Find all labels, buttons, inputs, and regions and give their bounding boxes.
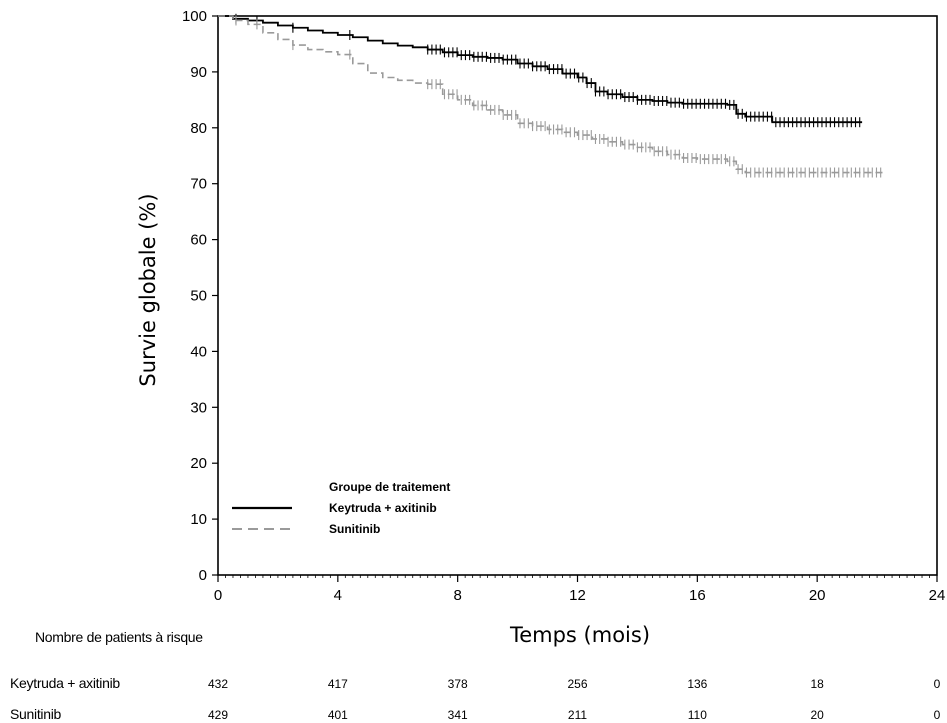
legend-label-keytruda: Keytruda + axitinib bbox=[329, 501, 437, 515]
x-axis: 0 4 8 12 16 20 24 bbox=[214, 575, 946, 604]
risk-value: 20 bbox=[810, 708, 824, 722]
y-tick-label: 30 bbox=[190, 399, 207, 416]
y-tick-label: 80 bbox=[190, 120, 207, 137]
y-tick-label: 0 bbox=[199, 567, 207, 584]
y-tick-label: 90 bbox=[190, 64, 207, 81]
risk-row-label-keytruda: Keytruda + axitinib bbox=[10, 675, 120, 691]
risk-value: 211 bbox=[568, 708, 587, 722]
x-axis-title: Temps (mois) bbox=[509, 623, 650, 647]
y-tick-label: 100 bbox=[182, 8, 207, 25]
series-line-keytruda bbox=[218, 15, 863, 124]
plot-frame bbox=[217, 15, 938, 576]
risk-value: 110 bbox=[688, 708, 707, 722]
legend-title: Groupe de traitement bbox=[329, 480, 450, 494]
risk-value: 378 bbox=[448, 677, 468, 691]
risk-value: 0 bbox=[934, 677, 941, 691]
series-line-sunitinib bbox=[218, 15, 884, 174]
risk-value: 432 bbox=[208, 677, 228, 691]
x-tick-label: 12 bbox=[569, 587, 586, 604]
x-tick-label: 16 bbox=[689, 587, 706, 604]
risk-value: 0 bbox=[934, 708, 941, 722]
y-tick-label: 40 bbox=[190, 343, 207, 360]
y-axis: 0 10 20 30 40 50 60 70 80 90 100 bbox=[182, 8, 218, 584]
risk-value: 341 bbox=[448, 708, 468, 722]
risk-table: Nombre de patients à risque Keytruda + a… bbox=[10, 629, 941, 722]
plot-area bbox=[217, 15, 938, 576]
y-tick-label: 60 bbox=[190, 232, 207, 249]
risk-value: 429 bbox=[208, 708, 228, 722]
risk-row-label-sunitinib: Sunitinib bbox=[10, 706, 62, 722]
y-tick-label: 50 bbox=[190, 288, 207, 305]
censor-marks-sunitinib bbox=[235, 15, 882, 178]
x-tick-label: 24 bbox=[929, 587, 946, 604]
legend: Groupe de traitement Keytruda + axitinib… bbox=[232, 480, 450, 536]
series-layer bbox=[218, 13, 884, 178]
censor-marks-keytruda bbox=[235, 13, 861, 128]
risk-value: 401 bbox=[328, 708, 348, 722]
x-tick-label: 20 bbox=[809, 587, 826, 604]
x-tick-label: 8 bbox=[453, 587, 461, 604]
y-tick-label: 70 bbox=[190, 176, 207, 193]
x-tick-label: 4 bbox=[334, 587, 342, 604]
risk-table-title: Nombre de patients à risque bbox=[35, 629, 203, 645]
risk-value: 18 bbox=[810, 677, 824, 691]
x-tick-label: 0 bbox=[214, 587, 222, 604]
risk-value: 417 bbox=[328, 677, 348, 691]
risk-values: 432 417 378 256 136 18 0 429 401 341 211 110 20 0 bbox=[208, 677, 941, 722]
risk-value: 256 bbox=[567, 677, 587, 691]
y-tick-label: 20 bbox=[190, 455, 207, 472]
risk-value: 136 bbox=[687, 677, 707, 691]
legend-label-sunitinib: Sunitinib bbox=[329, 522, 380, 536]
y-axis-title: Survie globale (%) bbox=[136, 193, 160, 386]
y-tick-label: 10 bbox=[190, 511, 207, 528]
